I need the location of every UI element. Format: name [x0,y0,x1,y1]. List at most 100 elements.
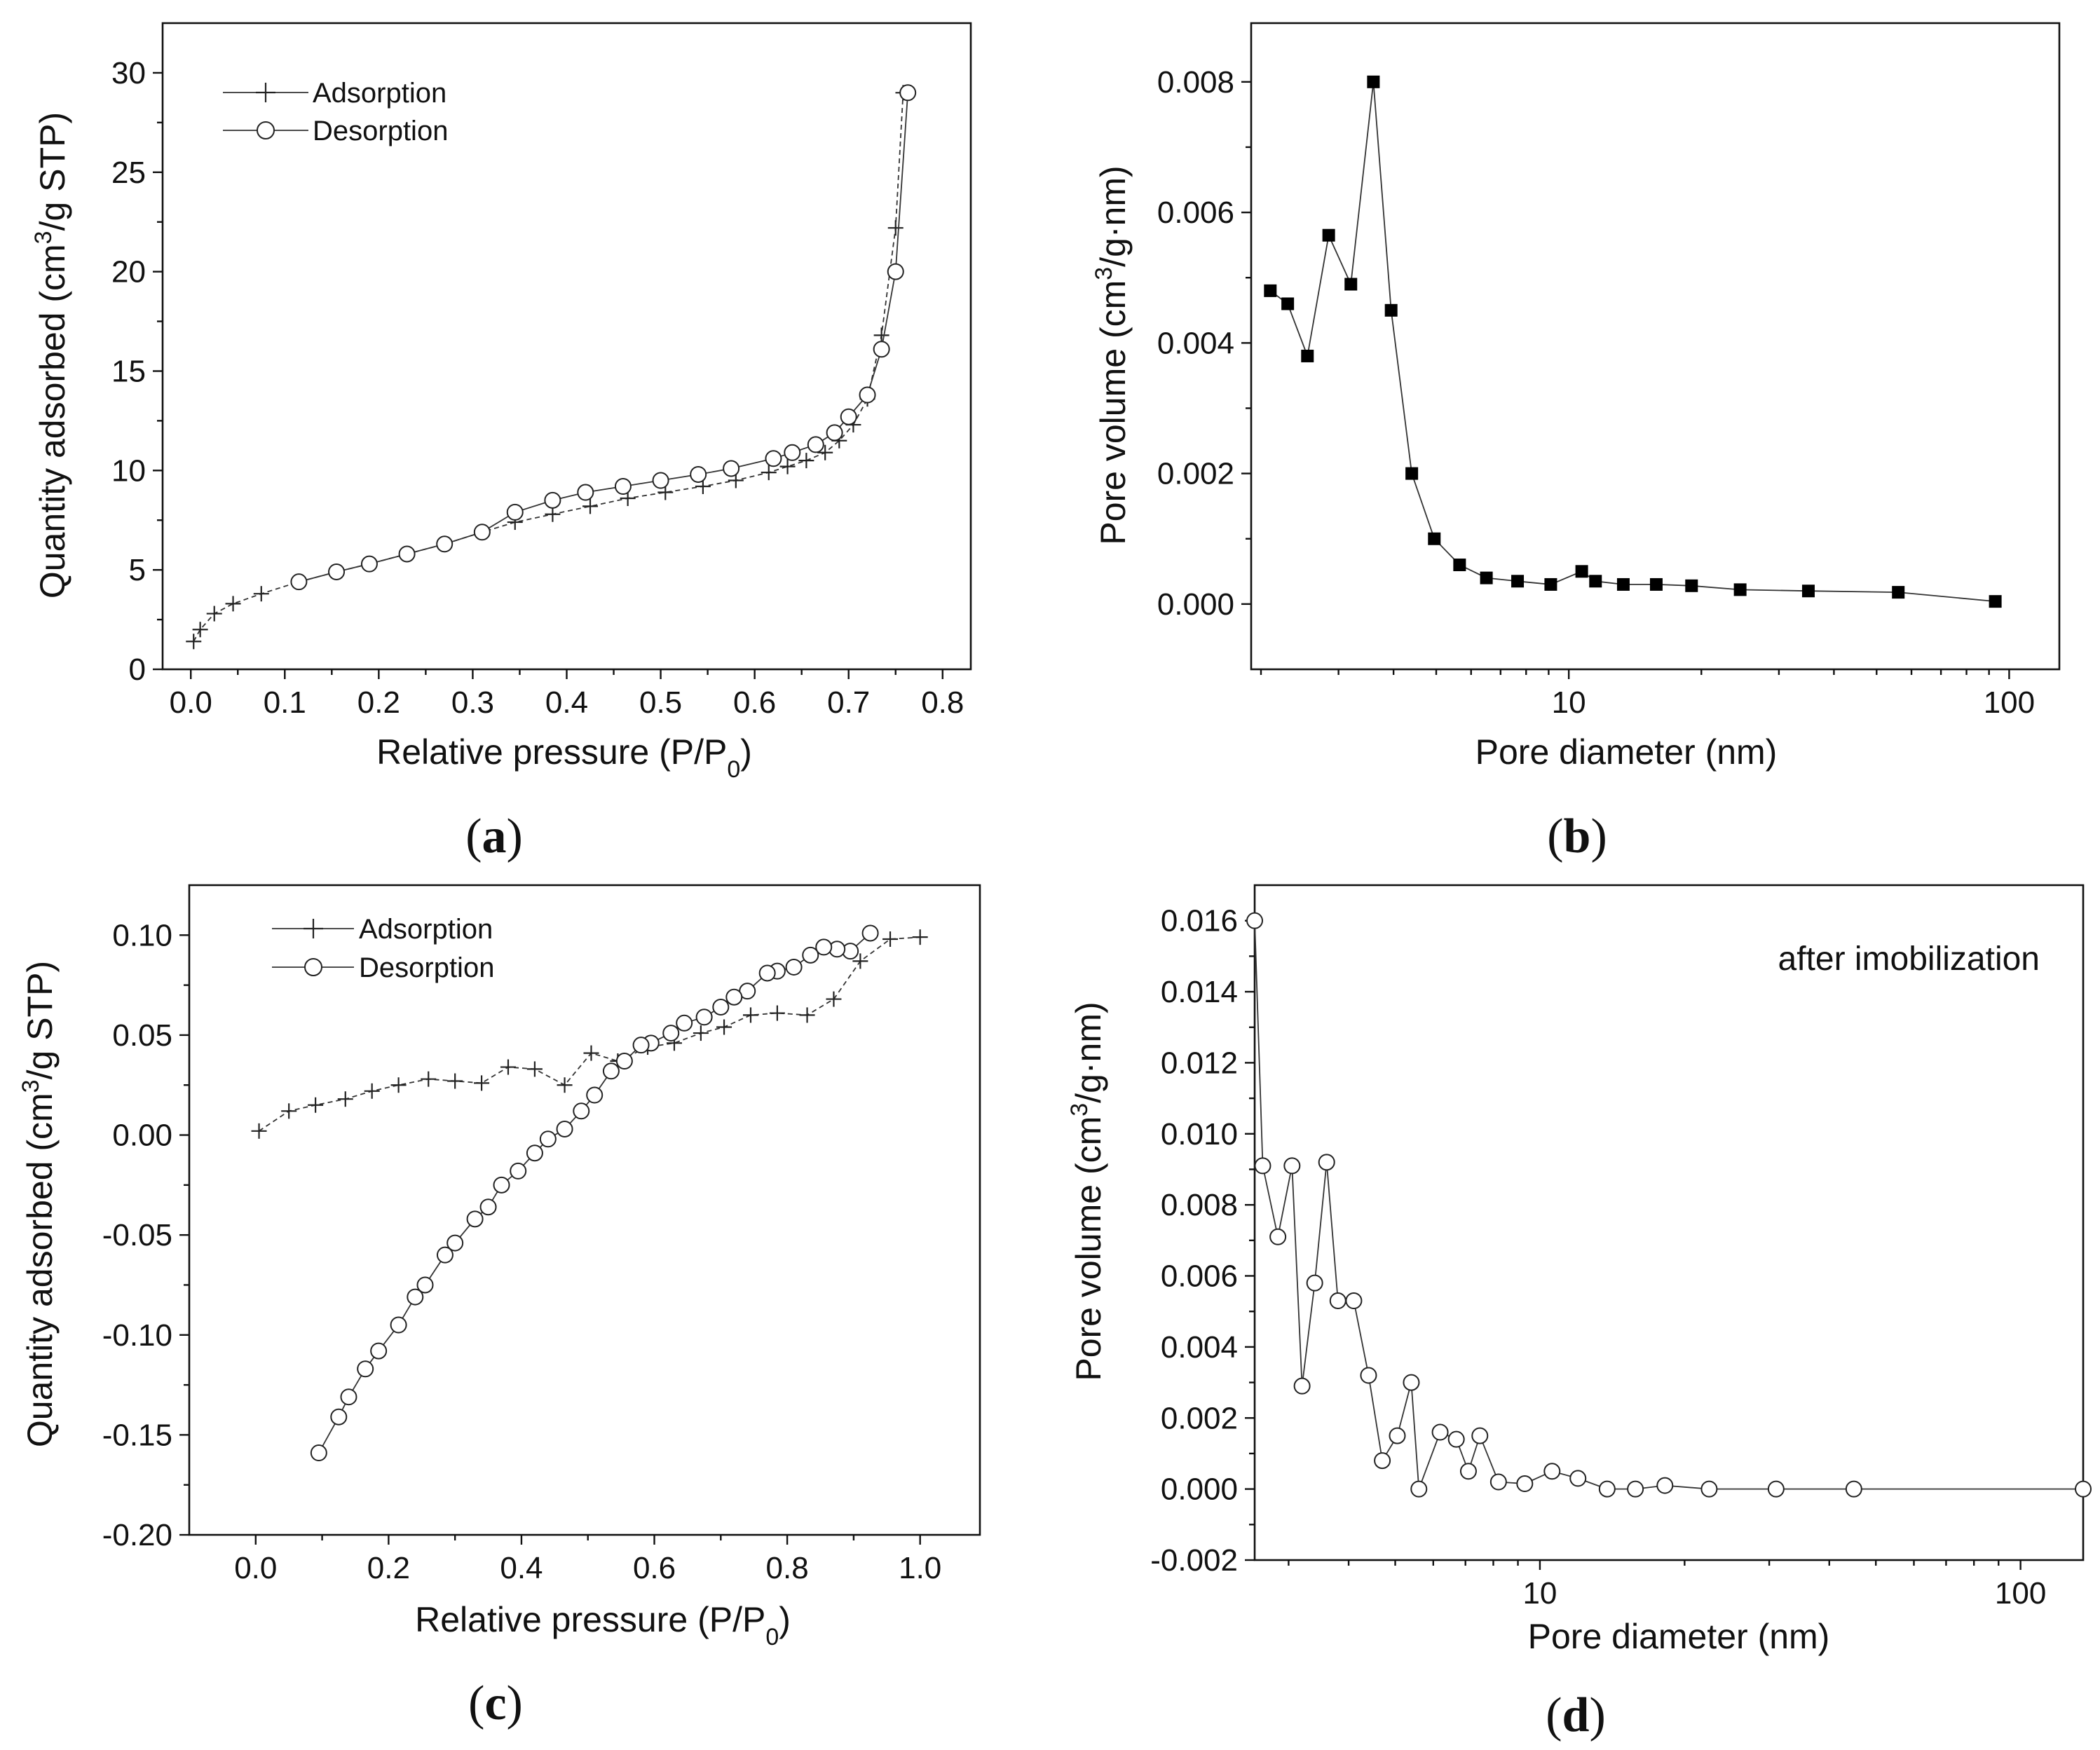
panel-c-adsorption-point [337,1091,353,1107]
panel-c-adsorption-point [308,1097,324,1113]
panel-b-pore-volume-point [1733,583,1747,596]
panel-c-desorption-point [446,1234,464,1252]
panel-a-adsorption-point [873,327,889,343]
panel-b-pore-volume-point [1453,558,1466,571]
panel-c-x-tick-label: 1.0 [899,1551,941,1585]
panel-a-frame [161,22,972,671]
panel-c-desorption-point [539,1130,557,1148]
panel-d-pore-volume-point [1656,1477,1674,1494]
legend-adsorption-label: Adsorption [313,78,446,109]
panel-c-label: (c) [468,1676,523,1730]
panel-c-adsorption-point [447,1073,463,1089]
panel-d-pore-volume-point [1598,1480,1616,1498]
panel-c-adsorption-point [281,1103,297,1119]
panel-c-desorption-point [712,998,730,1016]
panel-d-x-tick-label: 10 [1522,1576,1557,1611]
panel-d-pore-volume-point [1543,1463,1561,1480]
panel-a-desorption-point [784,444,801,461]
panel-b-y-tick-label: 0.008 [1157,65,1234,100]
legend-adsorption-label: Adsorption [359,914,493,945]
panel-a-y-tick-label: 20 [111,255,146,289]
panel-b-pore-volume-point [1281,297,1295,310]
panel-d-pore-volume-point [1767,1480,1785,1498]
panel-d-label: (d) [1546,1688,1606,1742]
panel-b-pore-volume-point [1649,577,1663,591]
panel-c-y-axis-title: Quantity adsorbed (cm3/g STP) [18,961,60,1447]
panel-a-desorption-point [690,465,707,483]
panel-c-frame [188,884,981,1536]
panel-b-pore-volume-line [1269,81,1996,602]
panel-a-adsorption-point [817,444,833,460]
panel-a: 0.0 0.1 0.2 0.3 0.4 0.5 0.6 0.7 0.8051015202530 … [30,22,972,863]
panel-d-annotation: after imobilization [1778,941,2040,978]
panel-c-adsorption-point [912,929,928,945]
panel-d-x-axis-title: Pore diameter (nm) [1528,1617,1830,1656]
panel-c-y-tick-label: -0.05 [102,1218,172,1252]
panel-b-x-tick-label: 100 [1984,685,2035,720]
panel-c-adsorption-point [716,1019,732,1035]
panel-d-pore-volume-point [1329,1292,1346,1310]
panel-d-pore-volume-point [1318,1154,1335,1171]
panel-c-desorption-point [725,988,743,1006]
panel-d-y-tick-label: 0.002 [1161,1401,1238,1435]
panel-c-desorption-point [861,924,879,942]
panel-a-adsorption-point [545,506,561,522]
panel-b-frame [1250,22,2061,671]
panel-d-pore-volume-point [1403,1374,1420,1391]
panel-d-y-tick-label: 0.016 [1161,904,1238,938]
panel-d-pore-volume-point [1246,912,1263,929]
panel-d-pore-volume-point [1306,1274,1323,1292]
panel-c-adsorption-point [390,1077,407,1093]
panel-d-pore-volume-point [1269,1228,1287,1245]
panel-a-adsorption-point [192,622,208,638]
panel-a-desorption-point [859,386,876,404]
panel-a-x-axis-title: Relative pressure (P/P0) [376,732,752,783]
panel-c-x-tick-label: 0.4 [500,1551,543,1585]
panel-d-pore-volume-point [1431,1423,1449,1441]
panel-c-x-axis-title: Relative pressure (P/P0) [415,1600,791,1650]
panel-b-pore-volume-point [1301,349,1314,362]
panel-c-desorption-point [632,1037,650,1054]
panel-b-pore-volume-point [1428,532,1441,545]
panel-b-x-tick-label: 10 [1552,685,1586,720]
panel-d-pore-volume-point [1374,1452,1391,1470]
panel-a-desorption-point [577,484,594,501]
panel-d-y-tick-label: 0.012 [1161,1046,1238,1080]
panel-a-x-tick-label: 0.6 [733,685,776,720]
panel-c-adsorption-point [882,931,899,948]
panel-a-y-tick-label: 5 [129,553,146,587]
panel-d-pore-volume-point [1627,1480,1644,1498]
panel-a-adsorption-point [186,634,202,650]
panel-d-pore-volume-point [1845,1480,1862,1498]
panel-a-x-tick-label: 0.0 [170,685,212,720]
panel-c-adsorption-point [251,1123,267,1139]
panel-a-plot: 0.0 0.1 0.2 0.3 0.4 0.5 0.6 0.7 0.8 0 5 10 15 20 25 30 [111,22,972,720]
panel-d-y-tick-label: 0.008 [1161,1188,1238,1222]
panel-c-x-tick-label: 0.6 [633,1551,676,1585]
panel-c-adsorption-point [526,1061,543,1077]
panel-a-adsorption-point [582,498,599,514]
panel-d-pore-volume-point [1459,1463,1477,1480]
panel-c-desorption-point [466,1210,484,1228]
panel-d-pore-volume-point [2075,1480,2092,1498]
panel-d-y-tick-label: 0.014 [1161,975,1238,1009]
panel-b-pore-volume-point [1801,585,1815,598]
panel-c-desorption-point [526,1144,543,1162]
panel-b-pore-volume-point [1892,586,1905,599]
panel-a-x-tick-label: 0.3 [451,685,494,720]
panel-c-adsorption-point [693,1025,709,1041]
panel-c-desorption-point [407,1288,424,1306]
panel-c-desorption-point [436,1246,454,1264]
panel-c-y-tick-label: 0.00 [112,1119,172,1153]
panel-c-adsorption-point [421,1071,437,1087]
panel-b-pore-volume-point [1322,228,1335,242]
legend-desorption-marker [257,121,275,139]
panel-a-x-tick-label: 0.5 [639,685,682,720]
panel-d-pore-volume-point [1489,1473,1507,1491]
panel-d-pore-volume-point [1516,1475,1534,1493]
panel-a-adsorption-point [761,465,777,481]
panel-c-adsorption-point [826,991,842,1007]
panel-a-desorption-point [887,263,904,280]
panel-c-adsorption-point [500,1059,516,1075]
